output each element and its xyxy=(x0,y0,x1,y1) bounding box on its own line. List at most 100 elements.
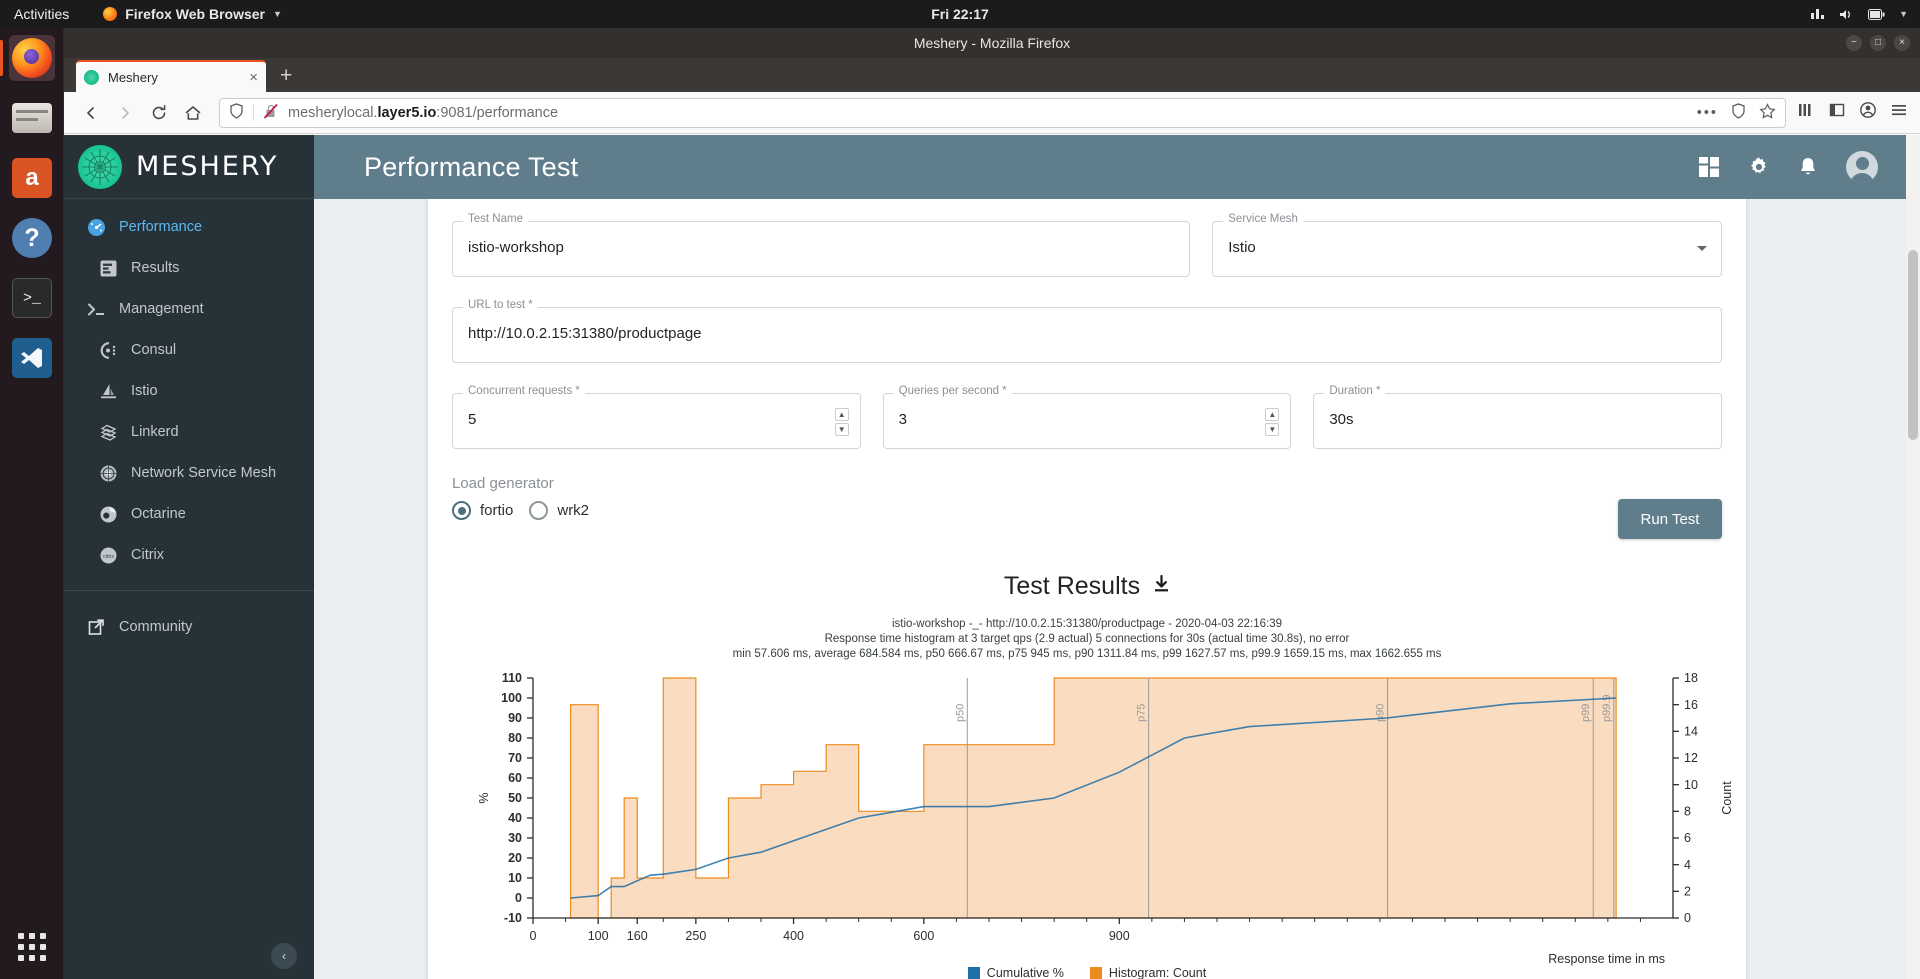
gear-icon[interactable] xyxy=(1748,156,1770,178)
chart-svg: p50 p75 p90 p99 p99.9-1001020304050607080901… xyxy=(477,671,1734,966)
service-mesh-select[interactable]: Service Mesh Istio xyxy=(1212,213,1722,277)
url-bar[interactable]: mesherylocal.layer5.io:9081/performance … xyxy=(219,97,1786,128)
forward-button[interactable] xyxy=(110,98,140,128)
stepper-up-icon[interactable]: ▲ xyxy=(1265,408,1280,421)
dashboard-grid-icon[interactable] xyxy=(1698,156,1720,178)
dock-item-firefox[interactable] xyxy=(0,28,64,88)
minimize-button[interactable]: − xyxy=(1846,35,1862,51)
svg-text:100: 100 xyxy=(501,691,522,705)
legend-label-cumulative: Cumulative % xyxy=(986,966,1064,979)
activities-button[interactable]: Activities xyxy=(14,6,70,22)
stepper-down-icon[interactable]: ▼ xyxy=(834,423,849,436)
bookmark-star-icon[interactable] xyxy=(1759,102,1776,123)
radio-wrk2[interactable]: wrk2 xyxy=(529,501,589,520)
response-time-histogram-chart[interactable]: p50 p75 p90 p99 p99.9 -10 0 10 20 30 40 50 60 70 80 90 1… xyxy=(428,670,1746,966)
quantity-stepper[interactable]: ▲ ▼ xyxy=(1265,408,1280,436)
concurrent-requests-value: 5 xyxy=(468,411,477,428)
brand[interactable]: MESHERY xyxy=(64,135,314,199)
duration-field[interactable]: Duration * 30s xyxy=(1313,385,1723,449)
content-area: Performance Test xyxy=(314,135,1920,979)
scrollbar-thumb[interactable] xyxy=(1908,250,1918,440)
close-button[interactable]: × xyxy=(1894,35,1910,51)
sidebar-item-linkerd[interactable]: Linkerd xyxy=(64,417,314,447)
radio-unselected-icon[interactable] xyxy=(529,501,549,520)
close-icon[interactable]: × xyxy=(249,68,258,86)
volume-icon[interactable] xyxy=(1839,8,1854,21)
load-generator-radio-group: fortio wrk2 xyxy=(428,501,1746,520)
chevron-down-icon[interactable]: ▼ xyxy=(1899,9,1908,19)
dock-item-terminal[interactable]: >_ xyxy=(0,268,64,328)
sidebar-item-consul[interactable]: Consul xyxy=(64,335,314,365)
chart-subtitle-line-3: min 57.606 ms, average 684.584 ms, p50 6… xyxy=(732,648,1442,660)
svg-text:160: 160 xyxy=(627,929,648,943)
radio-fortio[interactable]: fortio xyxy=(452,501,513,520)
sidebar-item-octarine[interactable]: Octarine xyxy=(64,499,314,529)
sidebar-item-istio[interactable]: Istio xyxy=(64,376,314,406)
sidebar-item-management[interactable]: Management xyxy=(64,294,314,324)
page-title: Performance Test xyxy=(364,151,579,182)
radio-wrk2-label: wrk2 xyxy=(557,502,590,519)
svg-text:30: 30 xyxy=(508,831,522,845)
network-icon[interactable] xyxy=(1810,8,1825,21)
reload-button[interactable] xyxy=(144,98,174,128)
insecure-connection-icon[interactable] xyxy=(263,103,279,123)
svg-text:110: 110 xyxy=(502,671,522,685)
account-icon[interactable] xyxy=(1859,101,1877,124)
sidebar-item-performance[interactable]: Performance xyxy=(64,212,314,242)
sidebar-item-community[interactable]: Community xyxy=(64,612,314,642)
chevron-down-icon[interactable] xyxy=(1697,246,1707,251)
avatar[interactable] xyxy=(1846,151,1878,183)
new-tab-button[interactable]: + xyxy=(280,64,293,87)
bell-icon[interactable] xyxy=(1798,156,1818,178)
stepper-down-icon[interactable]: ▼ xyxy=(1265,423,1280,436)
dock-item-vscode[interactable] xyxy=(0,328,64,388)
show-applications-button[interactable] xyxy=(0,933,64,961)
sidebar-item-results[interactable]: Results xyxy=(64,253,314,283)
sidebar-toggle-icon[interactable] xyxy=(1828,101,1846,124)
concurrent-requests-field[interactable]: Concurrent requests * 5 ▲ ▼ xyxy=(452,385,861,449)
gnome-top-bar: Activities Firefox Web Browser ▼ Fri 22:… xyxy=(0,0,1920,28)
legend-swatch-histogram xyxy=(1089,967,1102,979)
library-icon[interactable] xyxy=(1797,101,1815,124)
divider xyxy=(253,104,254,121)
radio-selected-icon[interactable] xyxy=(452,501,471,520)
app-bar: Performance Test xyxy=(314,135,1920,199)
test-name-field[interactable]: Test Name istio-workshop xyxy=(452,213,1191,277)
home-button[interactable] xyxy=(178,98,208,128)
terminal-icon: >_ xyxy=(12,278,52,318)
page-scrollbar[interactable] xyxy=(1906,135,1920,979)
gauge-icon xyxy=(86,217,107,238)
battery-icon[interactable] xyxy=(1868,8,1885,20)
quantity-stepper[interactable]: ▲ ▼ xyxy=(834,408,849,436)
dock-item-amazon[interactable]: a xyxy=(0,148,64,208)
url-to-test-field[interactable]: URL to test * http://10.0.2.15:31380/pro… xyxy=(452,299,1722,363)
shield-icon[interactable] xyxy=(229,102,244,123)
maximize-button[interactable]: □ xyxy=(1870,35,1886,51)
radio-fortio-label: fortio xyxy=(480,502,514,519)
queries-per-second-field[interactable]: Queries per second * 3 ▲ ▼ xyxy=(882,385,1292,449)
window-titlebar: Meshery - Mozilla Firefox − □ × xyxy=(64,28,1920,58)
page-actions-icon[interactable]: ••• xyxy=(1696,104,1718,121)
clock[interactable]: Fri 22:17 xyxy=(931,6,989,22)
sidebar-item-citrix[interactable]: citrix Citrix xyxy=(64,540,314,570)
sidebar-item-network-service-mesh[interactable]: Network Service Mesh xyxy=(64,458,314,488)
legend-item-histogram[interactable]: Histogram: Count xyxy=(1089,966,1206,979)
octarine-icon xyxy=(98,504,119,525)
chart-legend: Cumulative % Histogram: Count xyxy=(428,966,1746,979)
tab-meshery[interactable]: Meshery × xyxy=(76,60,266,92)
stepper-up-icon[interactable]: ▲ xyxy=(834,408,849,421)
collapse-sidebar-button[interactable]: ‹ xyxy=(271,943,297,969)
dock-item-help[interactable]: ? xyxy=(0,208,64,268)
reader-shield-icon[interactable] xyxy=(1731,102,1746,123)
hamburger-menu-icon[interactable] xyxy=(1890,101,1908,124)
app-menu-button[interactable]: Firefox Web Browser ▼ xyxy=(103,6,282,22)
firefox-icon xyxy=(103,7,118,21)
run-test-button[interactable]: Run Test xyxy=(1618,499,1722,539)
legend-item-cumulative[interactable]: Cumulative % xyxy=(967,966,1064,979)
download-icon[interactable] xyxy=(1153,574,1170,599)
chart-subtitle: istio-workshop -_- http://10.0.2.15:3138… xyxy=(428,617,1746,662)
test-results-title: Test Results xyxy=(1003,572,1141,600)
linkerd-icon xyxy=(98,422,119,443)
dock-item-files[interactable] xyxy=(0,88,64,148)
back-button[interactable] xyxy=(76,98,106,128)
